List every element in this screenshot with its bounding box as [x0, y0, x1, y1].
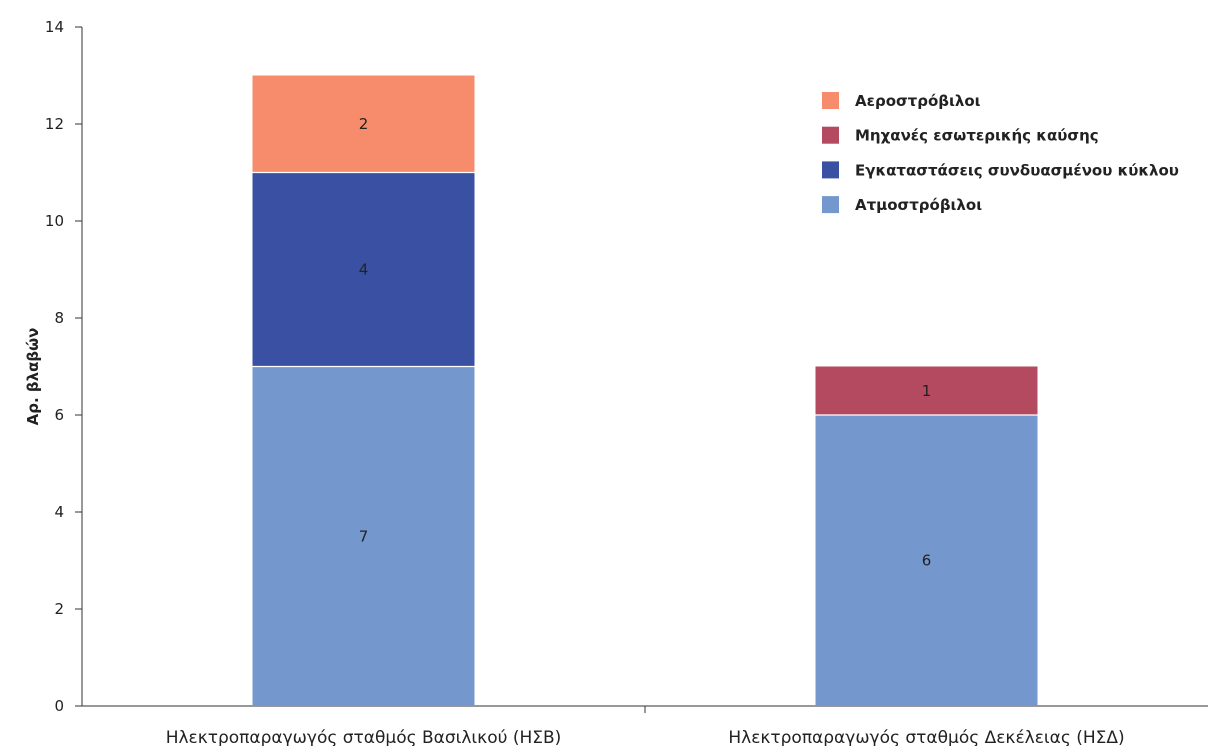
y-tick-label: 8	[54, 309, 64, 327]
data-label: 2	[359, 115, 369, 133]
legend-swatch	[822, 196, 839, 214]
bar-segment	[252, 172, 475, 367]
legend-swatch	[822, 92, 839, 109]
bar-segment	[252, 75, 475, 173]
y-tick-label: 12	[45, 115, 64, 133]
legend-entry-label: Μηχανές εσωτερικής καύσης	[855, 127, 1099, 145]
data-label: 1	[922, 382, 932, 400]
legend-entry-label: Αεροστρόβιλοι	[855, 92, 981, 110]
legend-swatch	[822, 161, 839, 179]
legend: Αεροστρόβιλοι Μηχανές εσωτερικής καύσης Εγ…	[822, 92, 1179, 214]
data-label: 7	[359, 527, 369, 545]
x-category-label: Ηλεκτροπαραγωγός σταθμός Δεκέλειας (ΗΣΔ)	[728, 728, 1124, 746]
y-axis-title: Αρ. βλαβών	[24, 328, 42, 426]
y-tick-label: 14	[45, 18, 64, 36]
legend-entry-label: Ατμοστρόβιλοι	[855, 196, 982, 214]
legend-entry-label: Εγκαταστάσεις συνδυασμένου κύκλου	[855, 161, 1179, 179]
bars	[252, 75, 1038, 706]
y-tick-label: 4	[54, 503, 64, 521]
y-tick-label: 10	[45, 212, 64, 230]
y-tick-label: 2	[54, 600, 64, 618]
y-tick-label: 0	[54, 697, 64, 715]
bar-segment	[252, 366, 475, 706]
legend-swatch	[822, 126, 839, 144]
data-label: 4	[359, 261, 369, 279]
bar-segment	[815, 366, 1038, 415]
x-category-label: Ηλεκτροπαραγωγός σταθμός Βασιλικού (ΗΣΒ)	[166, 728, 562, 746]
data-labels: 7 4 2 6 1	[359, 115, 932, 570]
bar-segment	[815, 415, 1038, 706]
data-label: 6	[922, 552, 932, 570]
y-tick-label: 6	[54, 406, 64, 424]
